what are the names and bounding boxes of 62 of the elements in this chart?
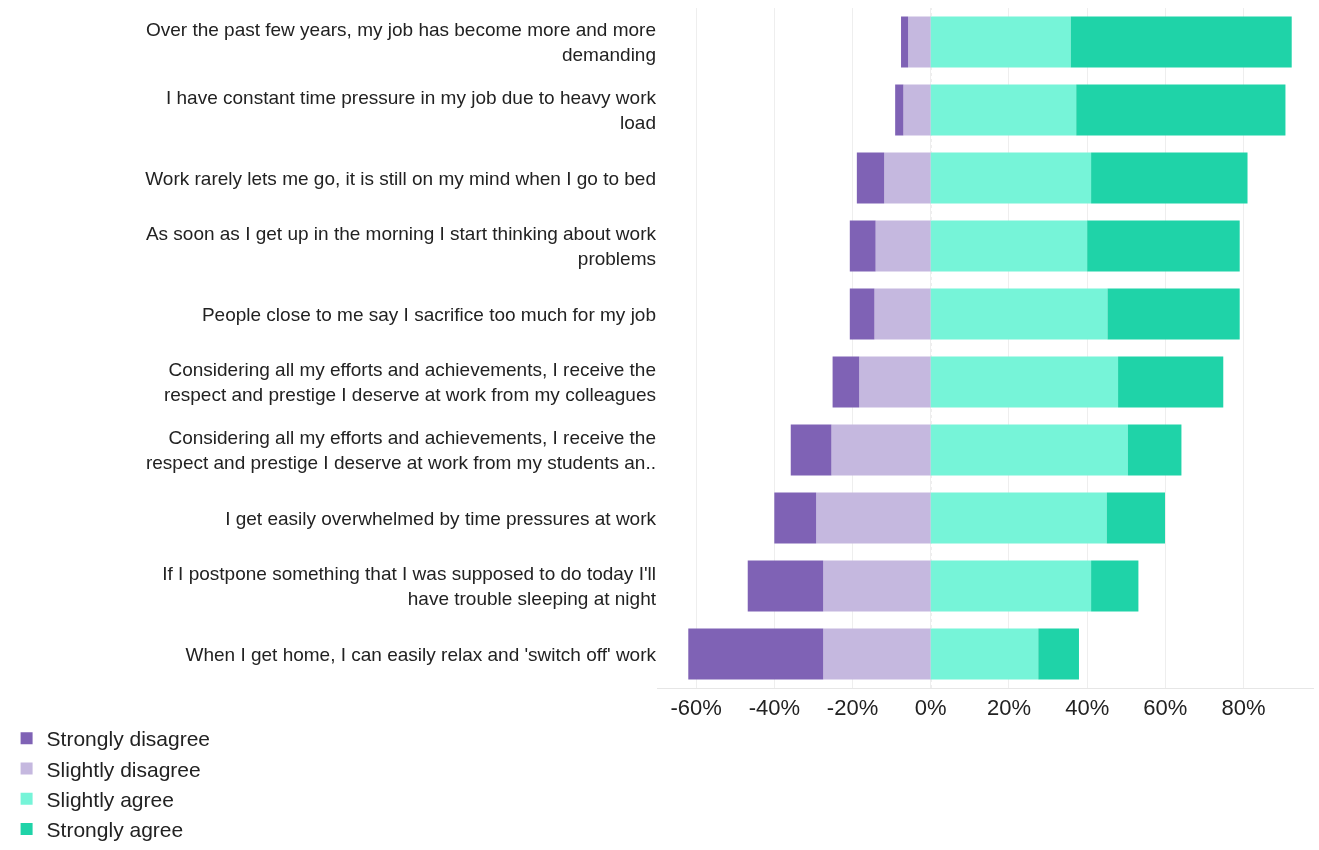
bar [1118,356,1224,408]
bar [774,492,817,544]
bar [1087,220,1240,272]
bar [747,560,824,612]
x-tick-label: -60% [670,695,722,721]
bar [859,356,931,408]
bar [884,152,931,204]
bar [832,356,860,408]
legend-label: Slightly disagree [46,757,201,781]
bar [1106,492,1165,544]
y-tick-label: As soon as I get up in the morning I start thinking about work problems [145,223,657,269]
y-tick-label: I get easily overwhelmed by time pressures at work [225,507,657,529]
bar [816,492,931,544]
bar [1070,16,1292,68]
y-tick-label: When I get home, I can easily relax and 'switch off' work [185,643,657,665]
bar [930,152,1092,204]
bar [856,152,885,204]
bar [874,288,931,340]
y-tick-label: Considering all my efforts and achievements, I receive the respect and prestige I deserve at work from my students an.. [145,427,656,473]
bar [790,424,832,476]
bar [823,628,931,680]
bar [930,16,1071,68]
bar [875,220,931,272]
bar [930,628,1039,680]
bar [831,424,931,476]
bar [688,628,824,680]
bar [1091,152,1248,204]
y-tick-label: Over the past few years, my job has become more and more demanding [145,19,656,65]
y-tick-label: People close to me say I sacrifice too much for my job [201,303,656,325]
bar [930,560,1092,612]
bar [895,84,904,136]
bar [903,84,931,136]
bar [930,288,1108,340]
legend-label: Strongly disagree [46,727,211,751]
y-tick-label: I have constant time pressure in my job due to heavy work load [165,87,657,133]
bar [849,220,876,272]
bar [901,16,909,68]
x-tick-label: -20% [826,695,879,721]
y-tick-label: If I postpone something that I was supposed to do today I'll have trouble sleeping at night [162,563,657,609]
bar [930,492,1107,544]
bar [930,220,1088,272]
x-tick-label: 0% [914,695,947,721]
x-tick-label: 60% [1143,695,1188,721]
bar [849,288,875,340]
bar [1076,84,1286,136]
y-tick-label: Considering all my efforts and achievements, I receive the respect and prestige I deserve at work from my colleagues [163,359,656,405]
x-tick-label: 20% [986,695,1031,721]
y-tick-label: Work rarely lets me go, it is still on my mind when I go to bed [145,167,656,189]
bar [1127,424,1182,476]
legend-label: Strongly agree [46,818,184,842]
bar [908,16,931,68]
x-tick-label: -40% [748,695,800,721]
x-tick-label: 80% [1221,695,1266,721]
bar [1107,288,1240,340]
bar [1091,560,1139,612]
bar [1038,628,1079,680]
bar [930,356,1119,408]
bar [823,560,931,612]
bar [930,84,1077,136]
legend-label: Slightly agree [46,787,174,811]
bar [930,424,1128,476]
x-tick-label: 40% [1065,695,1110,721]
